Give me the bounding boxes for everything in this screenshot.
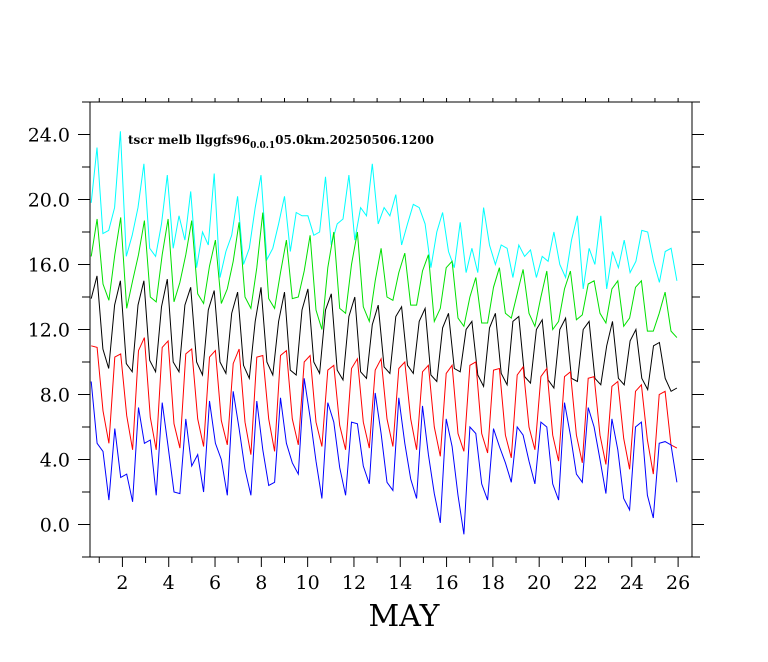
x-tick-label: 4 [163, 572, 175, 594]
x-tick-label: 14 [388, 572, 412, 594]
chart-title: tscr melb llggfs960.0.105.0km.20250506.1… [128, 133, 434, 151]
y-tick-label: 12.0 [28, 320, 70, 342]
series-line-4 [91, 337, 678, 475]
series-line-1 [90, 131, 678, 289]
y-tick-label: 20.0 [28, 190, 70, 212]
x-tick-label: 24 [620, 572, 644, 594]
y-tick-label: 24.0 [28, 125, 70, 147]
x-tick-label: 18 [481, 572, 505, 594]
x-tick-label: 22 [573, 572, 597, 594]
x-tick-label: 12 [342, 572, 366, 594]
series-line-5 [90, 378, 678, 535]
x-tick-label: 8 [255, 572, 267, 594]
series-line-3 [90, 275, 678, 393]
x-tick-label: 20 [527, 572, 551, 594]
x-tick-label: 26 [666, 572, 690, 594]
y-tick-label: 16.0 [28, 255, 70, 277]
y-tick-labels: 0.0 4.0 8.0 12.0 16.0 20.0 24.0 [28, 125, 70, 537]
x-tick-label: 10 [296, 572, 320, 594]
y-tick-label: 8.0 [40, 385, 70, 407]
y-tick-label: 4.0 [40, 450, 70, 472]
x-tick-labels: 2 4 6 8 10 12 14 16 18 20 22 24 26 [116, 572, 690, 594]
x-tick-label: 6 [209, 572, 221, 594]
y-tick-label: 0.0 [40, 515, 70, 537]
series-line-2 [90, 212, 678, 338]
x-axis-label: MAY [369, 599, 441, 634]
x-tick-label: 2 [116, 572, 128, 594]
axis-ticks [78, 98, 704, 567]
series-lines [90, 131, 678, 535]
x-tick-label: 16 [434, 572, 458, 594]
